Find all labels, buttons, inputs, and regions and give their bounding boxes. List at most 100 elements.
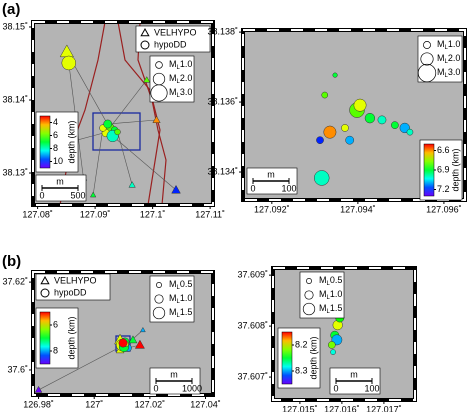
- colorbar-tick-label: 8: [53, 143, 58, 153]
- relocation-link: [92, 127, 104, 196]
- hypodd-event: [341, 124, 349, 132]
- colorbar-tick-label: 8.2: [295, 339, 308, 349]
- scale-bar-unit: m: [56, 176, 64, 186]
- magnitude-legend-symbol: [420, 52, 434, 66]
- velhypo-event: [134, 339, 145, 349]
- hypodd-event: [377, 115, 387, 125]
- colorbar-tick-label: 6: [53, 319, 58, 329]
- x-tick-label: 127.1˚: [140, 209, 166, 219]
- hypodd-event: [406, 128, 414, 136]
- hypodd-event: [321, 91, 329, 99]
- scale-bar-label: 0: [153, 383, 158, 393]
- map-frame-dash: [272, 267, 416, 401]
- hypodd-event: [323, 125, 337, 139]
- magnitude-value: 1.0: [180, 293, 193, 303]
- hypodd-event: [103, 119, 113, 129]
- magnitude-prefix: M: [437, 53, 445, 63]
- scale-bar-unit: m: [170, 369, 178, 379]
- magnitude-value: 3.0: [448, 67, 461, 77]
- magnitude-value: 0.5: [330, 275, 343, 285]
- magnitude-prefix: M: [437, 39, 445, 49]
- colorbar-label: depth (km): [66, 316, 76, 359]
- magnitude-subscript: L: [327, 309, 331, 315]
- panel-label: (a): [2, 1, 20, 18]
- colorbar: [281, 331, 293, 385]
- map-frame-dash: [242, 29, 466, 201]
- y-tick-label: 37.62˚: [2, 276, 28, 286]
- scale-bar-label: 100: [281, 183, 296, 193]
- magnitude-legend-symbol: [155, 61, 163, 69]
- legend-symbol: [40, 288, 50, 298]
- scale-bar-label: 0: [39, 190, 44, 200]
- magnitude-subscript: L: [445, 59, 449, 65]
- magnitude-value: 1.0: [180, 59, 193, 69]
- x-tick-label: 127.017˚: [366, 404, 402, 412]
- hypodd-event: [328, 341, 336, 349]
- magnitude-subscript: L: [327, 281, 331, 287]
- magnitude-legend-symbol: [156, 282, 162, 288]
- colorbar-label: depth (km): [66, 120, 76, 163]
- magnitude-legend-box: [149, 275, 195, 323]
- study-area-box: [92, 112, 141, 151]
- colorbar-tick-label: 4: [53, 117, 58, 127]
- y-tick-label: 38.14˚: [2, 94, 28, 104]
- magnitude-value: 1.0: [330, 289, 343, 299]
- magnitude-legend-box: [149, 55, 195, 103]
- y-tick-label: 37.6˚: [7, 364, 28, 374]
- magnitude-prefix: M: [319, 275, 327, 285]
- velhypo-event: [128, 181, 136, 188]
- magnitude-prefix: M: [169, 59, 177, 69]
- magnitude-legend-symbol: [154, 294, 164, 304]
- x-tick-label: 126.98˚: [23, 399, 54, 409]
- magnitude-subscript: L: [445, 45, 449, 51]
- hypodd-event: [391, 121, 399, 129]
- magnitude-legend-symbol: [423, 41, 431, 49]
- scale-bar-label: 0: [250, 183, 255, 193]
- magnitude-subscript: L: [177, 299, 181, 305]
- x-tick-label: 127.04˚: [190, 399, 221, 409]
- magnitude-subscript: L: [177, 285, 181, 291]
- scale-bar-unit: m: [350, 369, 358, 379]
- magnitude-legend-symbol: [150, 84, 168, 102]
- magnitude-subscript: L: [177, 313, 181, 319]
- colorbar-tick-label: 8.3: [295, 365, 308, 375]
- legend-label: VELHYPO: [54, 275, 97, 285]
- colorbar-tick-label: 6.6: [437, 145, 450, 155]
- y-tick-label: 37.609˚: [237, 270, 268, 280]
- y-tick-label: 38.13˚: [2, 167, 28, 177]
- x-tick-label: 127.02˚: [135, 399, 166, 409]
- magnitude-legend-box: [299, 271, 345, 319]
- magnitude-legend-label: ML1.5: [169, 307, 192, 318]
- relocation-link: [107, 119, 157, 125]
- velhypo-event: [171, 184, 181, 194]
- colorbar: [39, 115, 51, 169]
- magnitude-legend-label: ML1.0: [169, 293, 192, 304]
- legend-label: VELHYPO: [154, 27, 197, 37]
- magnitude-legend-box: [417, 35, 463, 83]
- colorbar-label: depth (km): [308, 336, 318, 379]
- scale-bar-label: 0: [333, 383, 338, 393]
- legend-symbol: [140, 27, 150, 37]
- magnitude-legend-symbol: [304, 290, 314, 300]
- magnitude-legend-label: ML1.0: [319, 289, 342, 300]
- legend-label: hypoDD: [154, 39, 187, 49]
- magnitude-legend-label: ML3.0: [437, 67, 460, 78]
- x-tick-label: 127.11˚: [195, 209, 225, 219]
- hypodd-event: [114, 128, 121, 136]
- magnitude-legend-label: ML0.5: [319, 275, 342, 286]
- legend-symbol: [140, 40, 150, 50]
- y-tick-label: 38.15˚: [2, 21, 28, 31]
- magnitude-legend-label: ML1.0: [437, 39, 460, 50]
- magnitude-legend-label: ML2.0: [169, 73, 192, 84]
- colorbar: [423, 143, 435, 197]
- magnitude-value: 3.0: [180, 87, 193, 97]
- magnitude-legend-symbol: [302, 302, 316, 316]
- magnitude-value: 2.0: [448, 53, 461, 63]
- y-tick-label: 38.134˚: [207, 166, 238, 176]
- scale-bar-label: 500: [70, 190, 85, 200]
- colorbar-label: depth (km): [450, 148, 460, 191]
- hypodd-event: [364, 112, 376, 124]
- magnitude-legend-label: ML0.5: [169, 279, 192, 290]
- magnitude-subscript: L: [445, 73, 449, 79]
- magnitude-legend-label: ML1.5: [319, 303, 342, 314]
